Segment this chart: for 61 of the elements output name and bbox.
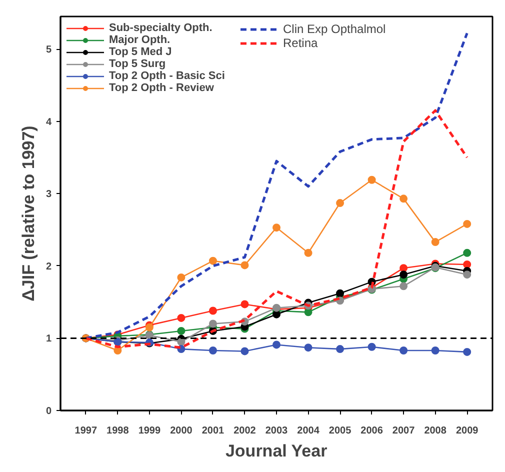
legend-label: Top 5 Med J bbox=[109, 46, 172, 58]
point bbox=[208, 346, 217, 354]
y-tick-label: 3 bbox=[46, 189, 52, 200]
x-tick-label: 2007 bbox=[392, 426, 416, 436]
legend-label: Top 5 Surg bbox=[109, 58, 166, 70]
point bbox=[240, 300, 249, 308]
x-tick-label: 2009 bbox=[456, 426, 479, 436]
x-tick-label: 2001 bbox=[202, 426, 225, 436]
y-tick-label: 1 bbox=[46, 334, 52, 345]
point bbox=[240, 347, 249, 356]
legend-label: Top 2 Opth - Basic Sci bbox=[109, 70, 225, 82]
point bbox=[336, 345, 344, 354]
point bbox=[272, 310, 280, 318]
point bbox=[177, 273, 186, 282]
y-tick-label: 5 bbox=[46, 44, 52, 56]
point bbox=[336, 199, 344, 208]
point bbox=[400, 194, 408, 203]
point bbox=[400, 264, 408, 272]
point bbox=[463, 270, 472, 279]
legend-label: Retina bbox=[283, 36, 318, 50]
x-tick-label: 2006 bbox=[360, 426, 384, 436]
point bbox=[431, 346, 440, 354]
y-tick-label: 2 bbox=[46, 261, 52, 272]
x-tick-label: 2005 bbox=[328, 426, 352, 436]
y-tick-label: 4 bbox=[46, 116, 52, 128]
point bbox=[431, 238, 440, 246]
point bbox=[336, 289, 344, 298]
x-tick-label: 1998 bbox=[106, 426, 130, 436]
point bbox=[272, 224, 280, 232]
legend-label: Clin Exp Opthalmol bbox=[283, 22, 386, 36]
point bbox=[208, 320, 217, 328]
point bbox=[208, 256, 217, 265]
x-axis-title: Journal Year bbox=[225, 442, 328, 460]
x-tick-label: 2004 bbox=[297, 426, 320, 436]
legend-label: Sub-specialty Opth. bbox=[109, 22, 212, 34]
point bbox=[368, 342, 376, 351]
point bbox=[208, 306, 217, 315]
point bbox=[368, 176, 376, 184]
y-axis-title: ΔJIF (relative to 1997) bbox=[18, 126, 38, 302]
legend-label: Top 2 Opth - Review bbox=[109, 82, 214, 94]
point bbox=[240, 261, 249, 270]
x-tick-label: 1997 bbox=[74, 426, 98, 436]
x-tick-label: 1999 bbox=[138, 426, 162, 436]
point bbox=[463, 220, 472, 228]
x-tick-label: 2000 bbox=[170, 426, 193, 436]
legend-label: Major Opth. bbox=[109, 34, 170, 46]
x-tick-label: 2003 bbox=[265, 426, 288, 436]
y-tick-label: 0 bbox=[46, 406, 52, 417]
point bbox=[463, 348, 472, 356]
point bbox=[463, 260, 472, 268]
point bbox=[400, 346, 408, 354]
point bbox=[177, 326, 186, 335]
point bbox=[400, 270, 408, 279]
x-tick-label: 2002 bbox=[234, 426, 256, 436]
point bbox=[463, 248, 472, 257]
point bbox=[177, 314, 186, 322]
point bbox=[272, 340, 280, 349]
point bbox=[400, 282, 408, 290]
point bbox=[304, 344, 312, 352]
point bbox=[304, 248, 312, 257]
x-tick-label: 2008 bbox=[424, 426, 447, 436]
